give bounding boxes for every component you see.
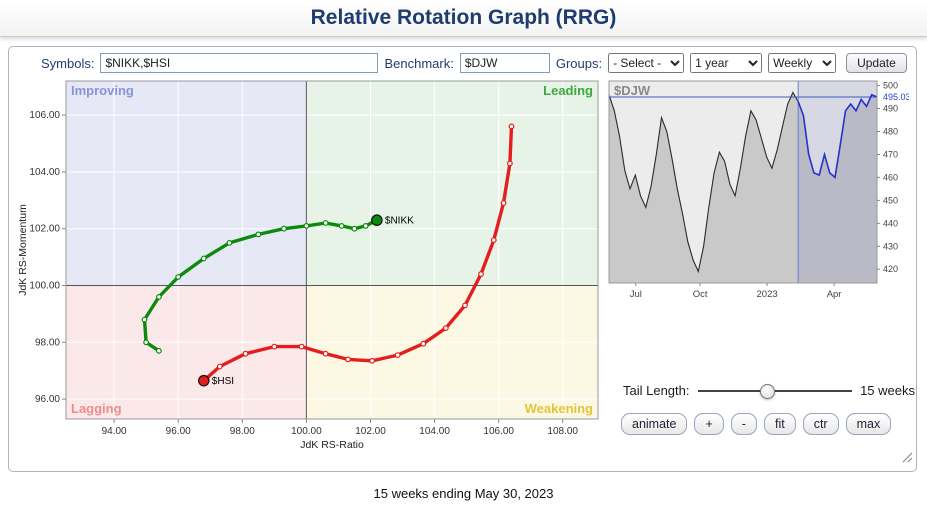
svg-text:$HSI: $HSI xyxy=(212,376,234,387)
svg-text:104.00: 104.00 xyxy=(29,167,60,178)
page-title: Relative Rotation Graph (RRG) xyxy=(310,6,617,29)
svg-text:Oct: Oct xyxy=(693,289,708,300)
svg-text:Weakening: Weakening xyxy=(525,401,593,416)
zoom-in-button[interactable]: + xyxy=(694,413,724,435)
svg-text:102.00: 102.00 xyxy=(355,426,386,437)
svg-text:102.00: 102.00 xyxy=(29,224,60,235)
tail-length-handle[interactable] xyxy=(760,384,776,399)
svg-text:$DJW: $DJW xyxy=(614,83,651,98)
chart-controls: animate + - fit ctr max xyxy=(621,413,919,435)
svg-text:96.00: 96.00 xyxy=(35,394,60,405)
groups-label: Groups: xyxy=(555,55,603,71)
svg-text:104.00: 104.00 xyxy=(419,426,450,437)
svg-text:2023: 2023 xyxy=(757,289,778,300)
footer-caption: 15 weeks ending May 30, 2023 xyxy=(373,486,554,501)
fit-button[interactable]: fit xyxy=(763,413,796,435)
svg-text:450: 450 xyxy=(883,195,898,205)
toolbar: Symbols: Benchmark: Groups: - Select - 1… xyxy=(9,51,916,75)
benchmark-label: Benchmark: xyxy=(384,55,454,71)
zoom-out-button[interactable]: - xyxy=(730,413,757,435)
svg-text:470: 470 xyxy=(883,150,898,160)
svg-text:480: 480 xyxy=(883,127,898,137)
svg-text:100.00: 100.00 xyxy=(29,281,60,292)
benchmark-input[interactable] xyxy=(459,53,550,73)
resize-handle[interactable] xyxy=(900,450,913,468)
svg-text:460: 460 xyxy=(883,172,898,182)
svg-text:490: 490 xyxy=(883,104,898,114)
period-select[interactable]: 1 year xyxy=(690,53,763,73)
symbols-label: Symbols: xyxy=(41,55,95,71)
svg-text:106.00: 106.00 xyxy=(483,426,514,437)
svg-text:495.03: 495.03 xyxy=(883,92,909,102)
svg-text:JdK RS-Momentum: JdK RS-Momentum xyxy=(17,204,29,296)
svg-text:94.00: 94.00 xyxy=(102,426,127,437)
svg-text:500: 500 xyxy=(883,81,898,91)
svg-text:Leading: Leading xyxy=(543,83,593,98)
svg-text:96.00: 96.00 xyxy=(166,426,191,437)
svg-text:98.00: 98.00 xyxy=(230,426,255,437)
svg-text:106.00: 106.00 xyxy=(29,110,60,121)
tail-length-slider[interactable] xyxy=(697,383,853,399)
center-button[interactable]: ctr xyxy=(802,413,839,435)
rrg-plot: 94.00 96.00 98.00 100.00 102.00 104.00 106.00 1… xyxy=(17,80,599,451)
resize-grip-icon xyxy=(902,452,913,463)
tail-length-row: Tail Length: 15 weeks xyxy=(623,383,915,399)
frequency-select[interactable]: Weekly xyxy=(768,53,837,73)
benchmark-chart[interactable]: $DJW 420 430 440 450 460 470 480 490 500 495.03 Jul… xyxy=(607,75,911,306)
svg-text:Lagging: Lagging xyxy=(71,401,122,416)
svg-text:420: 420 xyxy=(883,264,898,274)
groups-select[interactable]: - Select - xyxy=(608,53,685,73)
svg-text:100.00: 100.00 xyxy=(291,426,322,437)
svg-text:JdK RS-Ratio: JdK RS-Ratio xyxy=(300,439,364,451)
svg-text:Apr: Apr xyxy=(827,289,842,300)
svg-text:108.00: 108.00 xyxy=(547,426,578,437)
svg-text:98.00: 98.00 xyxy=(35,337,60,348)
tail-length-value: 15 weeks xyxy=(860,383,915,398)
svg-text:Jul: Jul xyxy=(630,289,642,300)
tail-length-label: Tail Length: xyxy=(623,383,690,398)
rrg-panel: Symbols: Benchmark: Groups: - Select - 1… xyxy=(8,46,917,472)
svg-text:430: 430 xyxy=(883,241,898,251)
rrg-chart[interactable]: 94.00 96.00 98.00 100.00 102.00 104.00 106.00 1… xyxy=(14,77,606,456)
symbols-input[interactable] xyxy=(100,53,379,73)
maximize-button[interactable]: max xyxy=(845,413,892,435)
app-header: Relative Rotation Graph (RRG) xyxy=(0,0,927,37)
svg-text:$NIKK: $NIKK xyxy=(385,216,414,227)
animate-button[interactable]: animate xyxy=(621,413,688,435)
update-button[interactable]: Update xyxy=(846,53,907,73)
svg-text:440: 440 xyxy=(883,218,898,228)
svg-text:Improving: Improving xyxy=(71,83,134,98)
